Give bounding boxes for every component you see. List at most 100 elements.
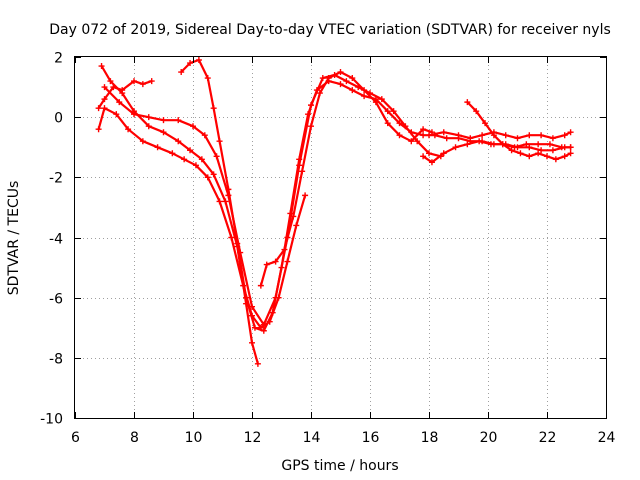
data-point — [263, 261, 270, 268]
data-point — [535, 150, 542, 157]
data-point — [216, 138, 223, 145]
data-point — [119, 90, 126, 97]
data-point — [160, 117, 167, 124]
data-point — [305, 111, 312, 118]
series-line — [100, 64, 259, 365]
series-arc-2 — [98, 63, 261, 367]
data-point — [313, 87, 320, 94]
data-point — [514, 135, 521, 142]
data-point — [349, 75, 356, 82]
data-point — [299, 168, 306, 175]
series-line — [97, 106, 307, 329]
data-point — [278, 264, 285, 271]
data-point — [464, 99, 471, 106]
y-tick-label: 0 — [54, 111, 63, 127]
data-point — [467, 135, 474, 142]
x-tick-label: 22 — [539, 430, 557, 446]
data-point — [420, 153, 427, 160]
data-point — [204, 174, 211, 181]
data-point — [98, 63, 105, 70]
y-axis-label: SDTVAR / TECUs — [6, 181, 22, 296]
tick-labels: 6 8 10 12 14 16 18 20 22 24 -10 -8 -6 -4 -2 0 2 — [40, 51, 615, 447]
series-line — [259, 70, 434, 287]
data-point — [508, 147, 515, 154]
data-point — [290, 213, 297, 220]
data-point — [107, 78, 114, 85]
data-point — [249, 303, 255, 310]
y-tick-label: -4 — [49, 232, 63, 248]
series-arc-4 — [101, 72, 444, 328]
data-point — [101, 105, 108, 112]
data-point — [426, 132, 432, 139]
data-point — [567, 144, 574, 151]
data-point — [490, 132, 497, 139]
data-point — [561, 132, 568, 139]
data-point — [228, 234, 235, 241]
data-point — [420, 132, 427, 139]
data-point — [160, 129, 167, 136]
data-point — [195, 57, 202, 64]
data-point — [526, 132, 533, 139]
data-series — [95, 57, 574, 367]
data-point — [372, 99, 379, 106]
y-tick-label: -10 — [40, 412, 63, 428]
x-tick-label: 24 — [598, 430, 616, 446]
data-point — [523, 141, 530, 148]
data-point — [452, 144, 459, 151]
data-point — [210, 171, 217, 178]
data-point — [287, 210, 294, 217]
data-point — [178, 69, 185, 76]
data-point — [499, 141, 506, 148]
data-point — [567, 129, 574, 136]
x-tick-label: 12 — [244, 430, 262, 446]
data-point — [201, 132, 208, 139]
data-point — [187, 60, 194, 67]
data-point — [408, 129, 415, 136]
data-point — [101, 84, 108, 91]
data-point — [319, 75, 326, 82]
data-point — [216, 198, 223, 205]
data-point — [316, 90, 323, 97]
data-point — [187, 147, 194, 154]
data-point — [455, 132, 462, 139]
data-point — [337, 69, 344, 76]
data-point — [249, 339, 255, 346]
data-point — [396, 132, 403, 139]
data-point — [396, 120, 403, 127]
data-point — [139, 138, 146, 145]
data-point — [443, 135, 450, 142]
data-point — [213, 153, 220, 160]
data-point — [210, 105, 217, 112]
data-point — [251, 324, 258, 331]
data-point — [535, 141, 542, 148]
data-point — [464, 141, 471, 148]
data-point — [175, 117, 182, 124]
data-point — [343, 78, 350, 85]
series-line — [97, 79, 153, 110]
data-point — [440, 150, 447, 157]
y-tick-label: -2 — [49, 171, 63, 187]
data-point — [549, 135, 556, 142]
data-point — [281, 246, 288, 253]
data-point — [526, 153, 533, 160]
data-point — [502, 132, 509, 139]
data-point — [204, 75, 211, 82]
data-point — [131, 78, 137, 85]
chart-title: Day 072 of 2019, Sidereal Day-to-day VTE… — [49, 22, 611, 38]
y-tick-label: -8 — [49, 352, 63, 368]
x-tick-label: 20 — [480, 430, 498, 446]
data-point — [325, 75, 332, 82]
data-point — [284, 258, 291, 265]
data-point — [269, 309, 276, 316]
x-tick-label: 14 — [303, 430, 321, 446]
data-point — [95, 126, 102, 133]
series-arc-7 — [426, 129, 574, 142]
data-point — [272, 258, 279, 265]
data-point — [139, 81, 146, 88]
data-point — [517, 150, 524, 157]
series-arc-5 — [178, 57, 574, 334]
data-point — [546, 141, 553, 148]
series-arc-6 — [257, 69, 435, 289]
x-tick-label: 16 — [362, 430, 380, 446]
